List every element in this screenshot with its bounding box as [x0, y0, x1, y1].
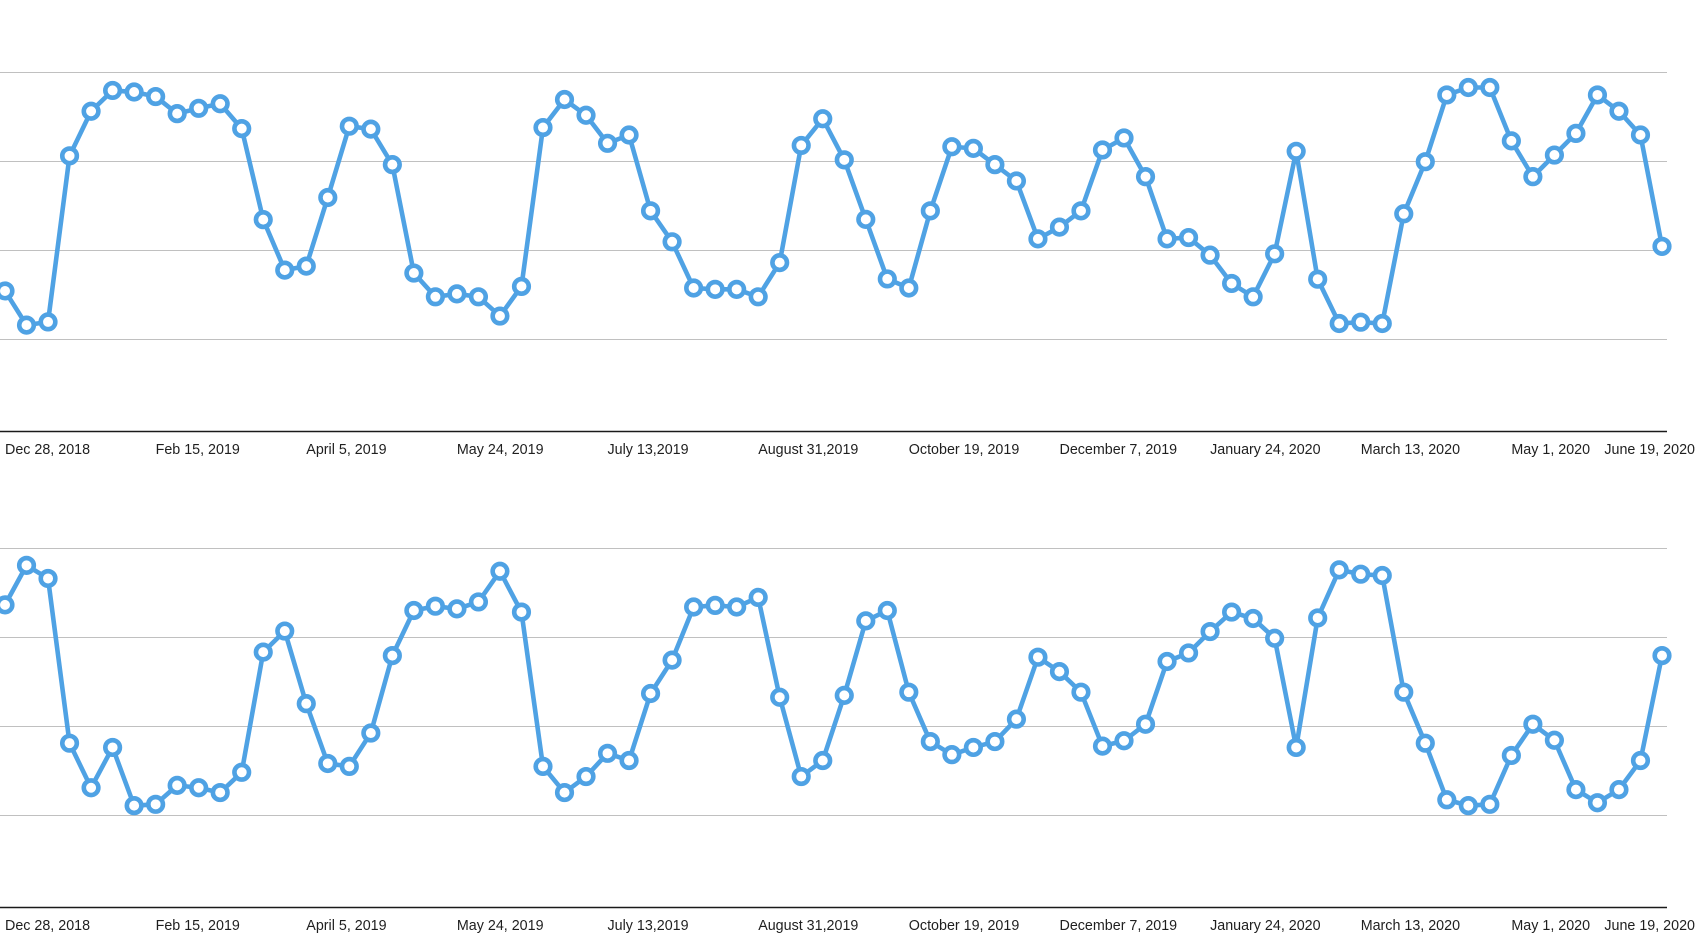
svg-text:June 19, 2020: June 19, 2020	[1604, 442, 1695, 458]
svg-text:January 24, 2020: January 24, 2020	[1210, 442, 1321, 458]
svg-text:April 5, 2019: April 5, 2019	[306, 918, 386, 934]
svg-text:December 7, 2019: December 7, 2019	[1060, 442, 1178, 458]
svg-text:April 5, 2019: April 5, 2019	[306, 442, 386, 458]
svg-text:March 13, 2020: March 13, 2020	[1361, 442, 1460, 458]
svg-text:December 7, 2019: December 7, 2019	[1060, 918, 1178, 934]
svg-text:Dec 28, 2018: Dec 28, 2018	[5, 442, 90, 458]
svg-text:March 13, 2020: March 13, 2020	[1361, 918, 1460, 934]
svg-text:May 24, 2019: May 24, 2019	[457, 442, 544, 458]
svg-text:July 13,2019: July 13,2019	[608, 442, 689, 458]
svg-text:July 13,2019: July 13,2019	[608, 918, 689, 934]
svg-text:May 1, 2020: May 1, 2020	[1511, 918, 1590, 934]
svg-text:June 19, 2020: June 19, 2020	[1604, 918, 1695, 934]
svg-text:October 19, 2019: October 19, 2019	[909, 918, 1020, 934]
svg-text:Feb 15, 2019: Feb 15, 2019	[156, 442, 240, 458]
svg-text:October 19, 2019: October 19, 2019	[909, 442, 1020, 458]
svg-text:May 1, 2020: May 1, 2020	[1511, 442, 1590, 458]
svg-text:Feb 15, 2019: Feb 15, 2019	[156, 918, 240, 934]
svg-text:August 31,2019: August 31,2019	[758, 918, 858, 934]
svg-text:Dec 28, 2018: Dec 28, 2018	[5, 918, 90, 934]
svg-text:January 24, 2020: January 24, 2020	[1210, 918, 1321, 934]
svg-text:August 31,2019: August 31,2019	[758, 442, 858, 458]
svg-text:May 24, 2019: May 24, 2019	[457, 918, 544, 934]
